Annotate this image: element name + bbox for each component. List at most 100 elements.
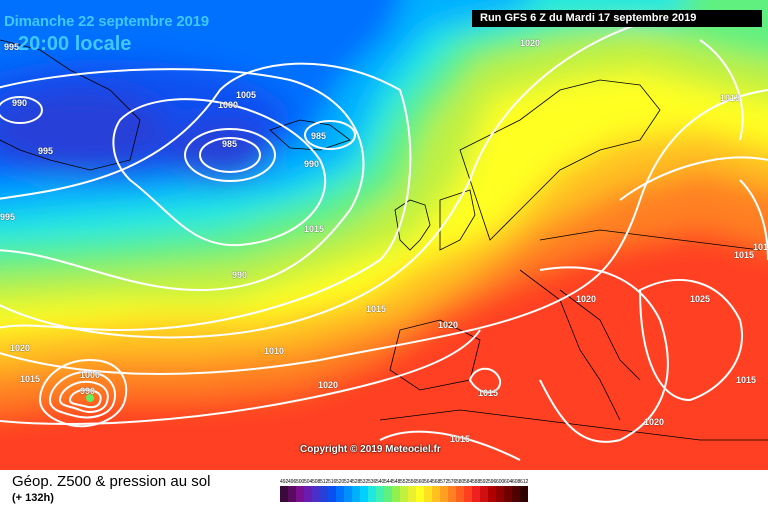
scale-swatch (440, 486, 448, 502)
scale-step: 564 (424, 478, 432, 502)
scale-value: 560 (416, 479, 425, 485)
scale-value: 496 (288, 479, 297, 485)
scale-value: 580 (456, 479, 465, 485)
scale-value: 540 (376, 479, 385, 485)
scale-step: 528 (352, 478, 360, 502)
scale-swatch (400, 486, 408, 502)
pressure-label: 1020 (576, 294, 597, 304)
scale-step: 584 (464, 478, 472, 502)
scale-step: 536 (368, 478, 376, 502)
scale-swatch (424, 486, 432, 502)
pressure-label: 1015 (20, 374, 41, 384)
geopotential-fill (0, 0, 768, 470)
scale-value: 608 (512, 479, 521, 485)
scale-value: 520 (336, 479, 345, 485)
scale-swatch (352, 486, 360, 502)
scale-value: 556 (408, 479, 417, 485)
scale-step: 548 (392, 478, 400, 502)
scale-swatch (296, 486, 304, 502)
pressure-label: 1020 (644, 417, 665, 427)
scale-swatch (488, 486, 496, 502)
scale-swatch (504, 486, 512, 502)
pressure-label: 1000 (80, 370, 101, 380)
pressure-label: 995 (38, 146, 54, 156)
pressure-label: 1015 (753, 242, 768, 252)
scale-value: 600 (496, 479, 505, 485)
color-scale: 492 496 500 504 508 512 516 520 524 528 532 536 540 5… (280, 478, 528, 502)
scale-value: 548 (392, 479, 401, 485)
scale-step: 568 (432, 478, 440, 502)
scale-swatch (416, 486, 424, 502)
scale-value: 584 (464, 479, 473, 485)
scale-swatch (432, 486, 440, 502)
scale-step: 500 (296, 478, 304, 502)
scale-step: 576 (448, 478, 456, 502)
coastlines (0, 39, 768, 441)
pressure-label: 1010 (264, 346, 285, 356)
copyright: Copyright © 2019 Meteociel.fr (300, 444, 441, 455)
scale-value: 516 (328, 479, 337, 485)
scale-step: 556 (408, 478, 416, 502)
scale-value: 612 (520, 479, 529, 485)
scale-value: 576 (448, 479, 457, 485)
pressure-label: 995 (4, 42, 20, 52)
pressure-label: 1020 (318, 380, 339, 390)
run-info: Run GFS 6 Z du Mardi 17 septembre 2019 (472, 10, 762, 27)
isobars (0, 15, 768, 461)
pressure-label: 1015 (734, 250, 755, 260)
scale-swatch (464, 486, 472, 502)
pressure-label: 1025 (690, 294, 711, 304)
scale-swatch (408, 486, 416, 502)
pressure-label: 985 (222, 139, 238, 149)
scale-value: 512 (320, 479, 329, 485)
scale-step: 604 (504, 478, 512, 502)
scale-value: 528 (352, 479, 361, 485)
scale-step: 504 (304, 478, 312, 502)
scale-step: 588 (472, 478, 480, 502)
pressure-label: 1020 (520, 38, 541, 48)
scale-value: 568 (432, 479, 441, 485)
scale-swatch (288, 486, 296, 502)
scale-swatch (328, 486, 336, 502)
legend-footer: Géop. Z500 & pression au sol (+ 132h) 49… (0, 470, 768, 512)
pressure-label: 1005 (236, 90, 257, 100)
scale-swatch (520, 486, 528, 502)
scale-swatch (360, 486, 368, 502)
scale-swatch (480, 486, 488, 502)
scale-value: 552 (400, 479, 409, 485)
scale-step: 496 (288, 478, 296, 502)
scale-value: 536 (368, 479, 377, 485)
high-pressure-center (86, 394, 94, 402)
pressure-label: 1015 (304, 224, 325, 234)
weather-map: 995 990 995 1000 1005 985 985 990 995 99… (0, 0, 768, 470)
pressure-label: 990 (80, 386, 96, 396)
scale-swatch (392, 486, 400, 502)
scale-step: 540 (376, 478, 384, 502)
scale-value: 508 (312, 479, 321, 485)
scale-swatch (368, 486, 376, 502)
scale-step: 516 (328, 478, 336, 502)
scale-swatch (384, 486, 392, 502)
pressure-label: 1015 (478, 388, 499, 398)
scale-value: 524 (344, 479, 353, 485)
scale-step: 560 (416, 478, 424, 502)
scale-step: 600 (496, 478, 504, 502)
scale-swatch (280, 486, 288, 502)
scale-step: 492 (280, 478, 288, 502)
pressure-label: 1020 (10, 343, 31, 353)
pressure-label: 990 (12, 98, 28, 108)
scale-step: 580 (456, 478, 464, 502)
scale-swatch (344, 486, 352, 502)
scale-value: 592 (480, 479, 489, 485)
scale-swatch (448, 486, 456, 502)
scale-swatch (496, 486, 504, 502)
scale-value: 492 (280, 479, 289, 485)
scale-swatch (320, 486, 328, 502)
scale-step: 608 (512, 478, 520, 502)
scale-step: 592 (480, 478, 488, 502)
pressure-label: 1015 (736, 375, 757, 385)
scale-step: 512 (320, 478, 328, 502)
pressure-label: 1015 (450, 434, 471, 444)
scale-step: 596 (488, 478, 496, 502)
scale-step: 612 (520, 478, 528, 502)
